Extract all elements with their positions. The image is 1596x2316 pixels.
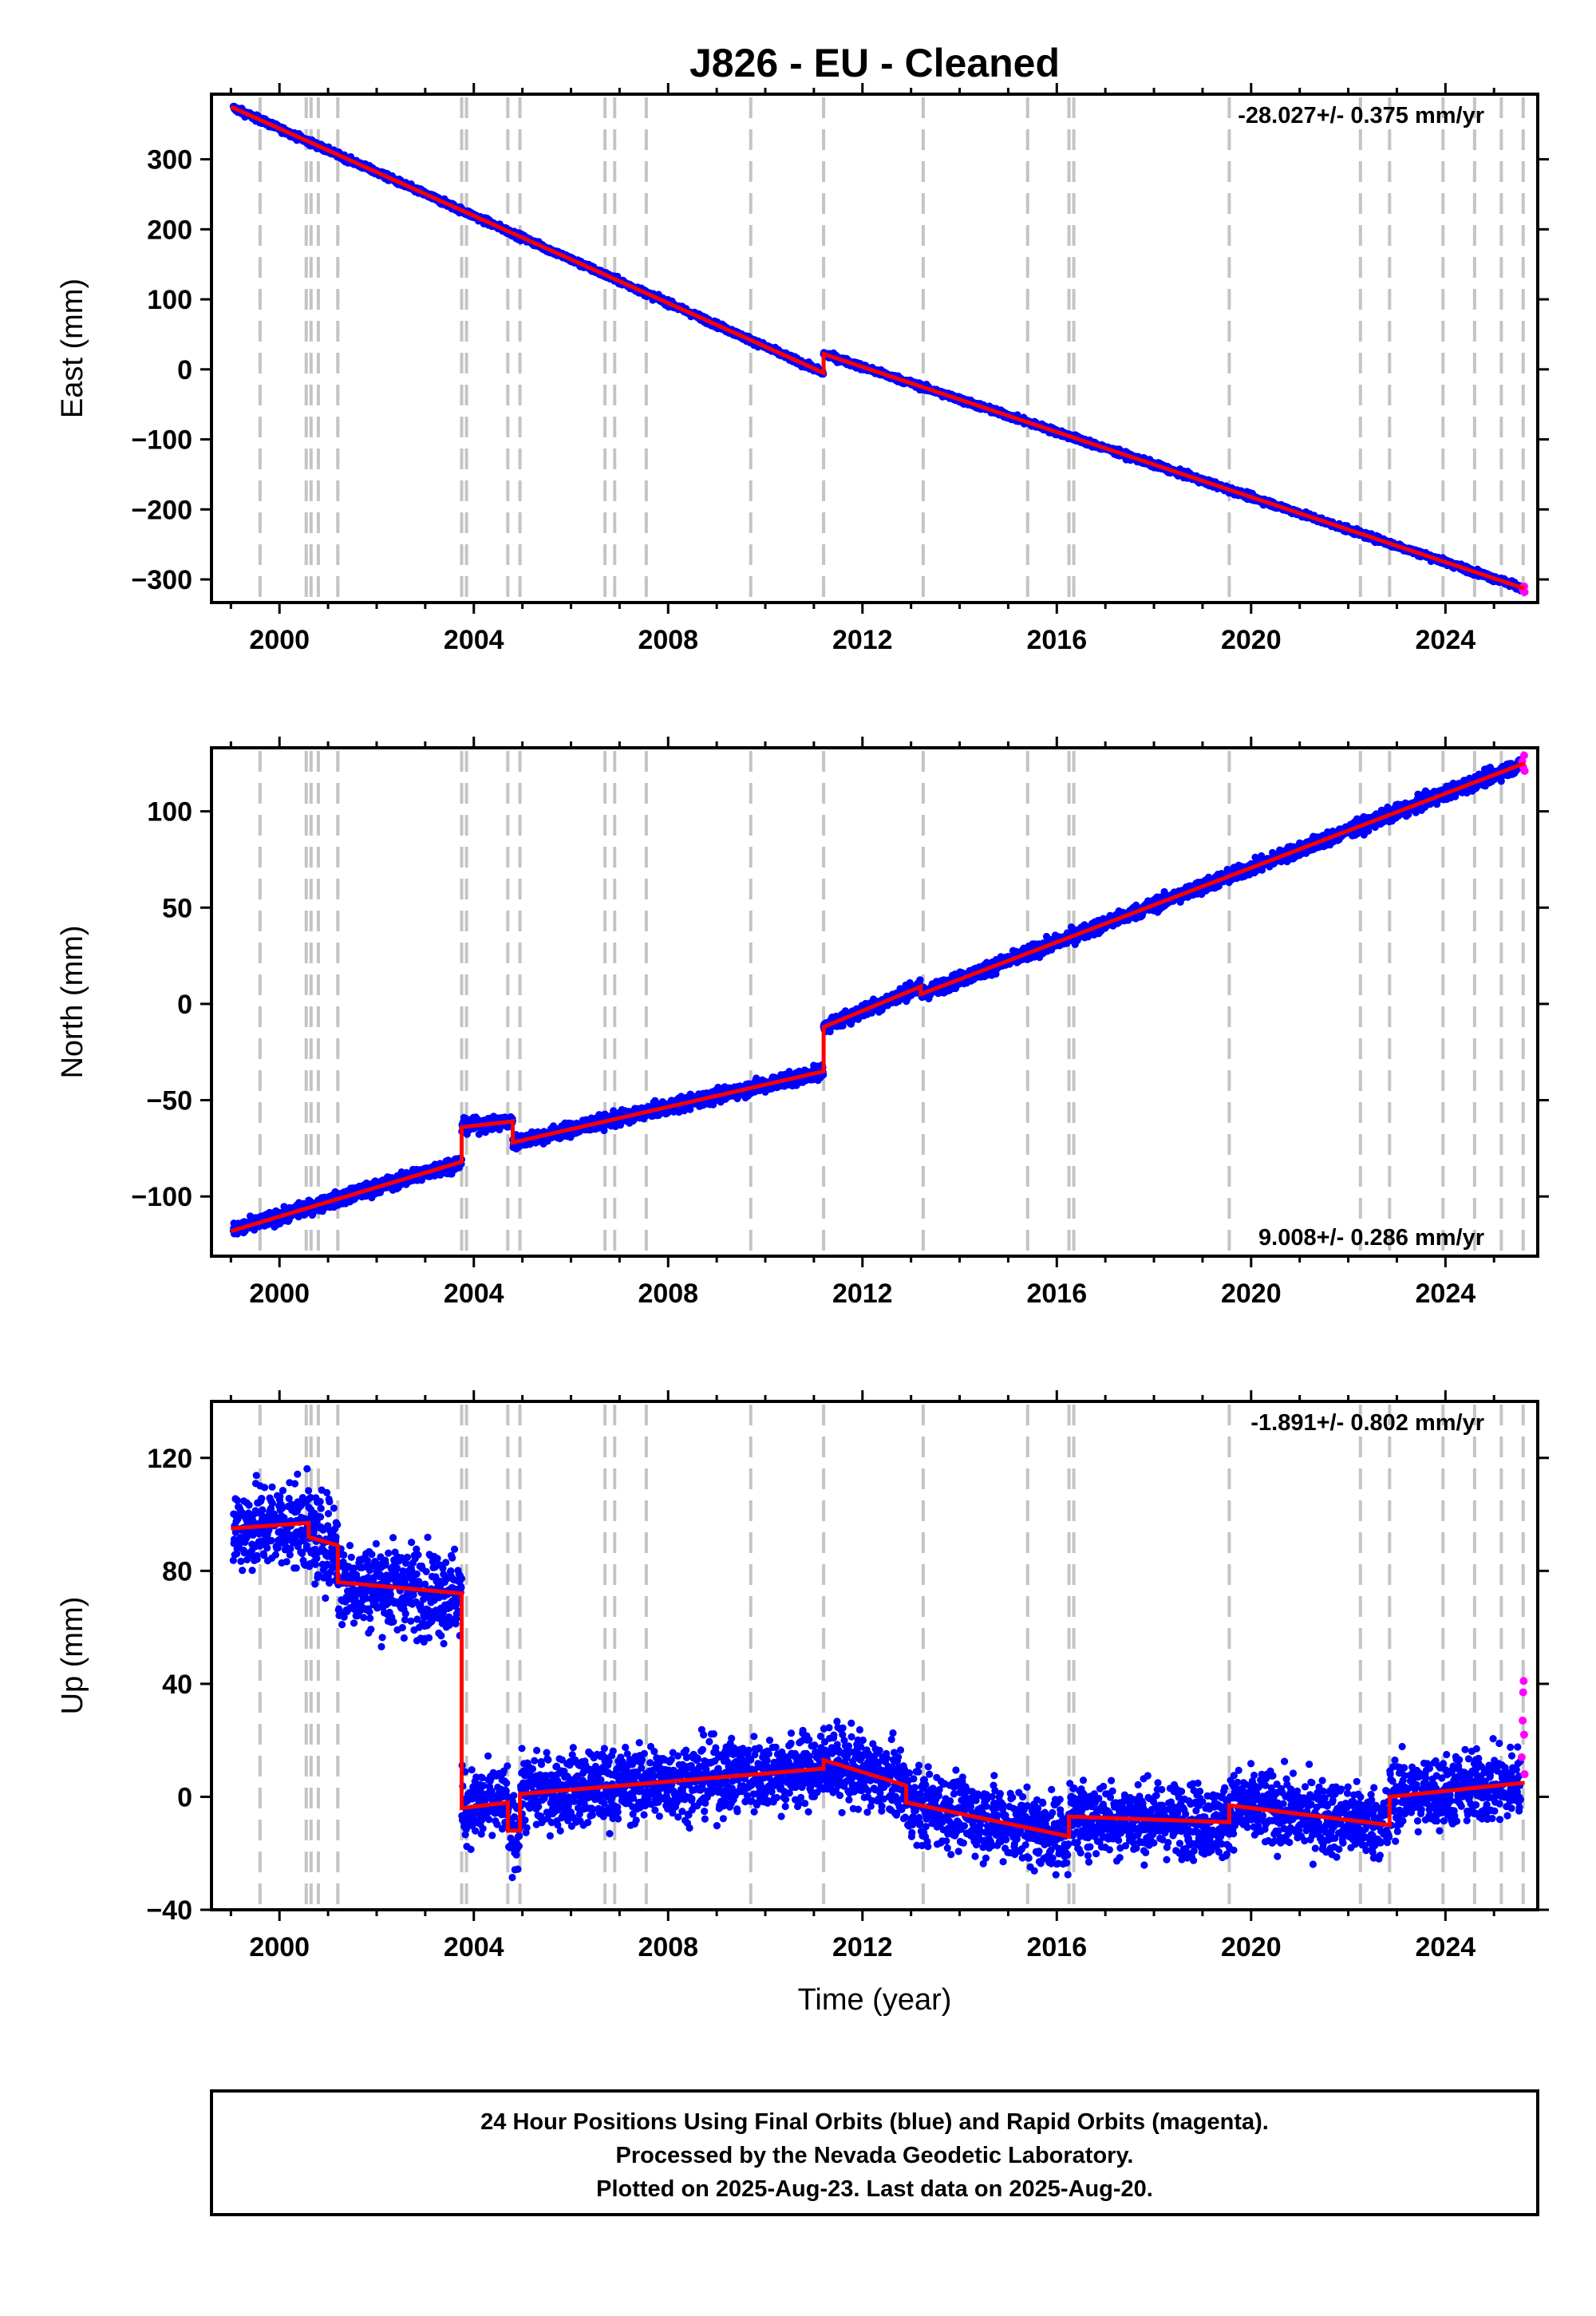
x-tick-label: 2016 bbox=[1026, 625, 1087, 655]
y-tick-label: 300 bbox=[147, 145, 192, 176]
north-final-orbit-points bbox=[229, 756, 1524, 1238]
x-tick-label: 2008 bbox=[638, 625, 698, 655]
y-tick-label: 0 bbox=[177, 355, 192, 385]
east-y-axis-label: East (mm) bbox=[56, 279, 89, 418]
y-tick-label: −200 bbox=[131, 495, 192, 525]
x-tick-label: 2000 bbox=[249, 625, 310, 655]
y-tick-label: −300 bbox=[131, 565, 192, 595]
x-tick-label: 2004 bbox=[444, 625, 504, 655]
east-final-orbit-points bbox=[229, 102, 1524, 595]
east-model-line bbox=[230, 105, 1526, 591]
y-tick-label: 100 bbox=[147, 285, 192, 315]
x-tick-label: 2020 bbox=[1221, 625, 1282, 655]
east-equipment-lines bbox=[258, 97, 1525, 599]
east-rate-label: -28.027+/- 0.375 mm/yr bbox=[1238, 103, 1484, 128]
rapid-orbit-point bbox=[1520, 587, 1529, 596]
chart-title: J826 - EU - Cleaned bbox=[689, 41, 1060, 85]
x-tick-label: 2012 bbox=[832, 625, 893, 655]
y-tick-label: 200 bbox=[147, 215, 192, 245]
east-panel: 300 200 100 0 −100 −200 −300 2000 2004 2008 2012 20… bbox=[56, 83, 1549, 655]
east-plot-frame bbox=[210, 93, 1539, 604]
x-tick-label: 2024 bbox=[1416, 625, 1476, 655]
y-tick-label: −100 bbox=[131, 425, 192, 456]
